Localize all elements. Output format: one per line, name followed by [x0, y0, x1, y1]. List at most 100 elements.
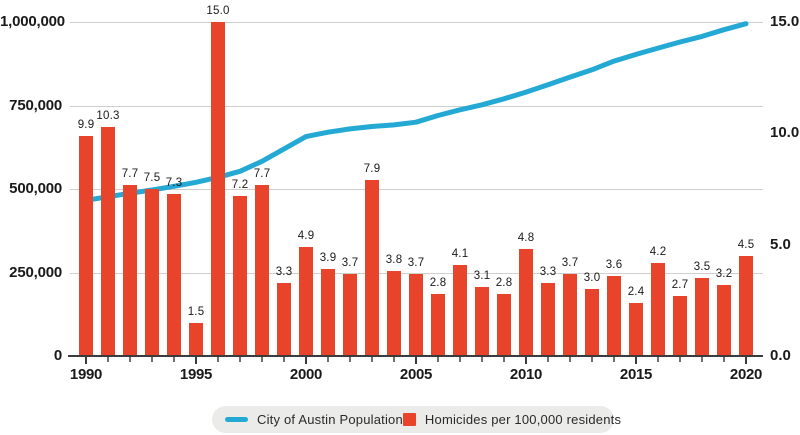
- bar-label-2012: 3.7: [561, 256, 579, 269]
- bar-label-2008: 3.1: [473, 270, 491, 282]
- bar-label-1992: 7.7: [121, 167, 139, 180]
- legend-label-homicides: Homicides per 100,000 residents: [424, 412, 622, 427]
- bar-label-2007: 4.1: [451, 247, 469, 260]
- bar-2006: [431, 293, 445, 356]
- bar-2019: [717, 284, 731, 356]
- x-axis-label-2020: 2020: [729, 366, 763, 383]
- bar-1997: [233, 195, 247, 356]
- bar-label-1994: 7.3: [165, 176, 183, 189]
- bar-2001: [321, 269, 335, 356]
- bar-label-2010: 4.8: [517, 232, 535, 245]
- legend-item-homicides: Homicides per 100,000 residents: [402, 412, 622, 427]
- gridline: [70, 189, 763, 190]
- bar-label-2018: 3.5: [693, 261, 711, 274]
- x-tick-2017: [679, 357, 681, 362]
- bar-1991: [101, 126, 115, 356]
- legend-item-population: City of Austin Population: [225, 412, 403, 427]
- bar-2008: [475, 287, 489, 356]
- bar-label-2019: 3.2: [715, 267, 733, 280]
- y-axis-left-label: 0: [53, 347, 62, 364]
- x-tick-2005: [415, 357, 417, 364]
- bar-label-2020: 4.5: [737, 238, 755, 251]
- x-tick-2002: [349, 357, 351, 362]
- x-axis-label-1995: 1995: [179, 366, 213, 383]
- bar-label-1990: 9.9: [77, 118, 95, 131]
- bar-2013: [585, 289, 599, 356]
- y-axis-left-label: 250,000: [9, 263, 62, 281]
- bar-label-2015: 2.4: [627, 285, 645, 298]
- x-tick-2016: [657, 357, 659, 362]
- bar-label-1998: 7.7: [253, 167, 271, 180]
- x-tick-2000: [305, 357, 307, 364]
- bar-2007: [453, 264, 467, 356]
- homicides-square-swatch-icon: [402, 413, 416, 426]
- bar-label-2006: 2.8: [429, 276, 447, 289]
- x-tick-2019: [723, 357, 725, 362]
- bar-label-2000: 4.9: [297, 229, 315, 242]
- bar-label-2003: 7.9: [363, 163, 381, 176]
- x-tick-1999: [283, 357, 285, 362]
- bar-label-1991: 10.3: [96, 109, 120, 122]
- x-tick-1995: [195, 357, 197, 364]
- x-tick-1993: [151, 357, 153, 362]
- bar-1996: [211, 22, 225, 356]
- bar-2003: [365, 180, 379, 356]
- legend-label-population: City of Austin Population: [257, 412, 403, 427]
- x-tick-2020: [745, 357, 747, 364]
- x-tick-2011: [547, 357, 549, 362]
- bar-1993: [145, 189, 159, 356]
- bar-label-1996: 15.0: [206, 5, 230, 17]
- x-axis-line: [68, 355, 763, 357]
- bar-1999: [277, 282, 291, 356]
- x-axis-label-1990: 1990: [69, 366, 103, 383]
- bar-2016: [651, 262, 665, 356]
- bar-label-2001: 3.9: [319, 252, 337, 265]
- bar-label-2016: 4.2: [649, 245, 667, 258]
- bar-2010: [519, 249, 533, 356]
- y-axis-left-label: 1,000,000: [0, 13, 65, 30]
- bar-label-2014: 3.6: [605, 258, 623, 271]
- x-tick-2014: [613, 357, 615, 362]
- x-tick-1994: [173, 357, 175, 362]
- bar-2018: [695, 278, 709, 356]
- x-tick-1991: [107, 357, 109, 362]
- gridline: [70, 22, 763, 23]
- x-tick-1998: [261, 357, 263, 362]
- bar-2015: [629, 302, 643, 356]
- gridline: [70, 105, 763, 107]
- bar-1998: [255, 184, 269, 356]
- y-axis-left-label: 750,000: [9, 96, 62, 114]
- bar-label-2011: 3.3: [539, 265, 557, 278]
- bar-2004: [387, 271, 401, 356]
- x-tick-1990: [85, 357, 87, 364]
- x-tick-2015: [635, 357, 637, 364]
- bar-label-2004: 3.8: [385, 254, 403, 267]
- x-tick-2010: [525, 357, 527, 364]
- population-line: [83, 21, 749, 203]
- bar-2002: [343, 273, 357, 356]
- bar-2009: [497, 293, 511, 356]
- y-axis-right-label: 5.0: [770, 235, 791, 253]
- x-tick-1996: [217, 357, 219, 362]
- bar-label-1993: 7.5: [143, 172, 161, 184]
- x-axis-label-2015: 2015: [619, 366, 653, 383]
- legend: City of Austin Population Homicides per …: [212, 406, 621, 433]
- bar-1994: [167, 193, 181, 356]
- x-tick-1997: [239, 357, 241, 362]
- bar-2012: [563, 273, 577, 356]
- y-axis-right-label: 0.0: [770, 347, 791, 364]
- x-axis-label-2010: 2010: [509, 366, 543, 383]
- bar-label-1997: 7.2: [231, 178, 249, 191]
- bar-2020: [739, 255, 753, 356]
- y-axis-right-label: 10.0: [770, 124, 800, 142]
- bar-1995: [189, 322, 203, 356]
- population-line-swatch-icon: [225, 417, 248, 422]
- gridline: [70, 272, 763, 274]
- bar-2014: [607, 275, 621, 356]
- x-tick-2006: [437, 357, 439, 362]
- bar-1990: [79, 135, 93, 356]
- bar-2005: [409, 273, 423, 356]
